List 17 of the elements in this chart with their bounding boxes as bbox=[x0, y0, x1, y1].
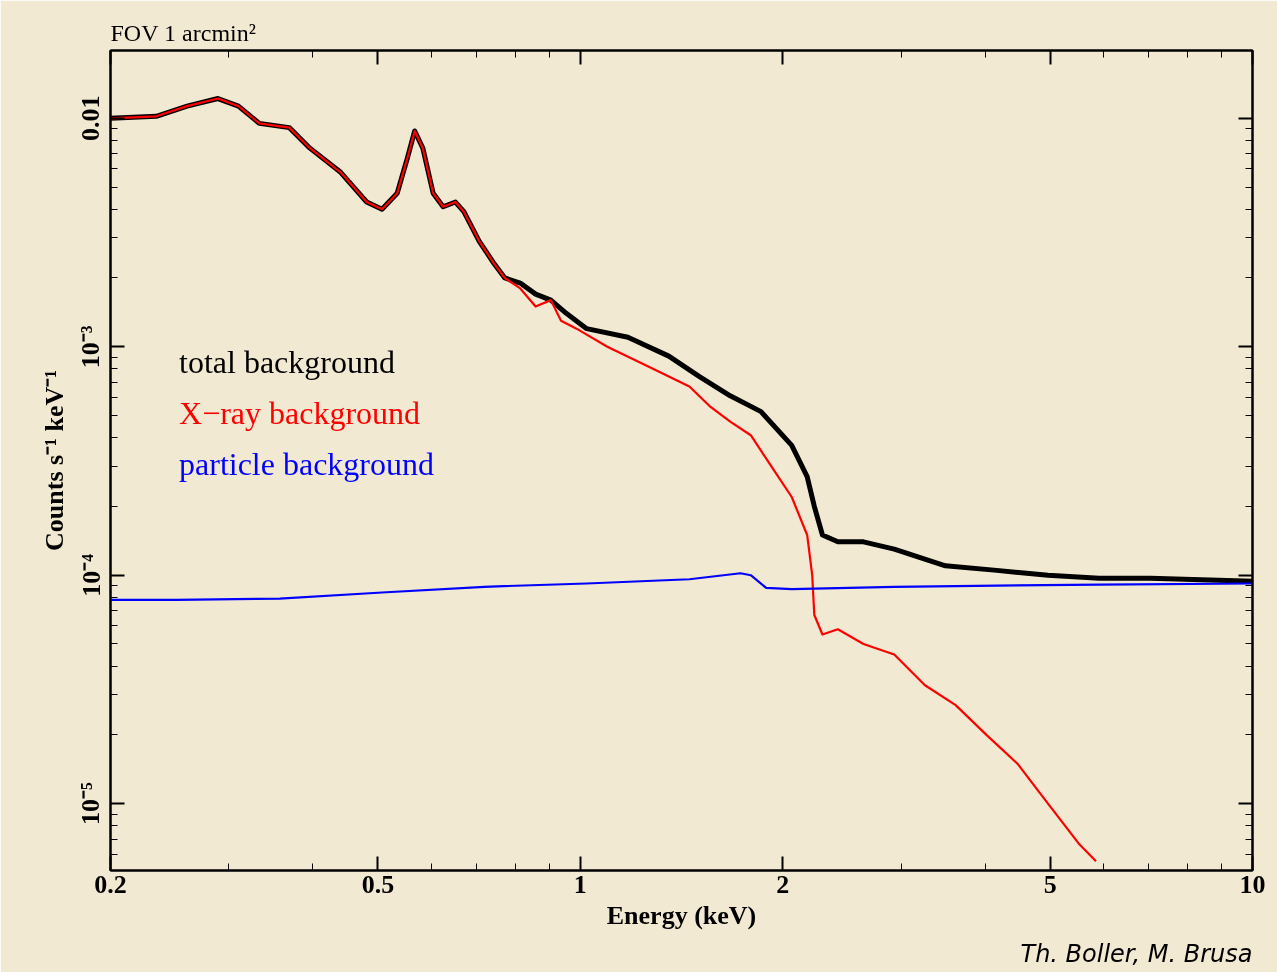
x-tick-label: 10 bbox=[1239, 869, 1266, 899]
x-axis-title: Energy (keV) bbox=[606, 900, 757, 930]
y-tick-label: 10⁻³ bbox=[76, 325, 106, 369]
y-tick-label: 10⁻⁵ bbox=[76, 782, 106, 826]
x-tick-label: 2 bbox=[776, 869, 790, 899]
x-tick-label: 5 bbox=[1043, 869, 1057, 899]
y-tick-label: 0.01 bbox=[76, 95, 106, 142]
x-tick-label: 0.2 bbox=[94, 869, 127, 899]
x-tick-label: 0.5 bbox=[361, 869, 395, 899]
y-tick-label: 10⁻⁴ bbox=[76, 553, 106, 597]
x-tick-label: 1 bbox=[573, 869, 587, 899]
text: X−ray background bbox=[179, 394, 421, 431]
chart-title: FOV 1 arcmin² bbox=[110, 19, 256, 46]
text: Th. Boller, M. Brusa bbox=[1020, 939, 1253, 968]
text: particle background bbox=[179, 445, 435, 482]
text: total background bbox=[179, 344, 395, 381]
y-axis-title: Counts s⁻¹ keV⁻¹ bbox=[39, 370, 69, 551]
